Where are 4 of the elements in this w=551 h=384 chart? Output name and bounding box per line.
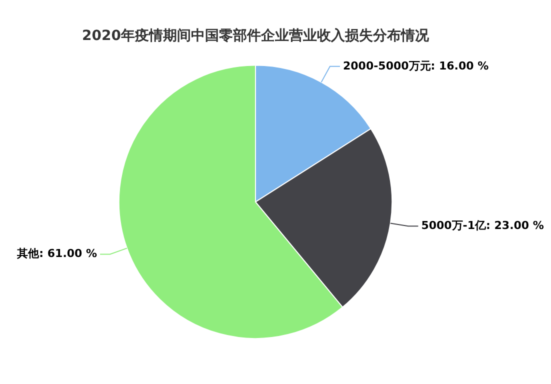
slice-label: 其他: 61.00 %: [16, 247, 98, 260]
chart-title: 2020年疫情期间中国零部件企业营业收入损失分布情况: [82, 27, 430, 44]
slice-label: 2000-5000万元: 16.00 %: [342, 59, 489, 72]
slice-label: 5000万-1亿: 23.00 %: [421, 218, 544, 232]
